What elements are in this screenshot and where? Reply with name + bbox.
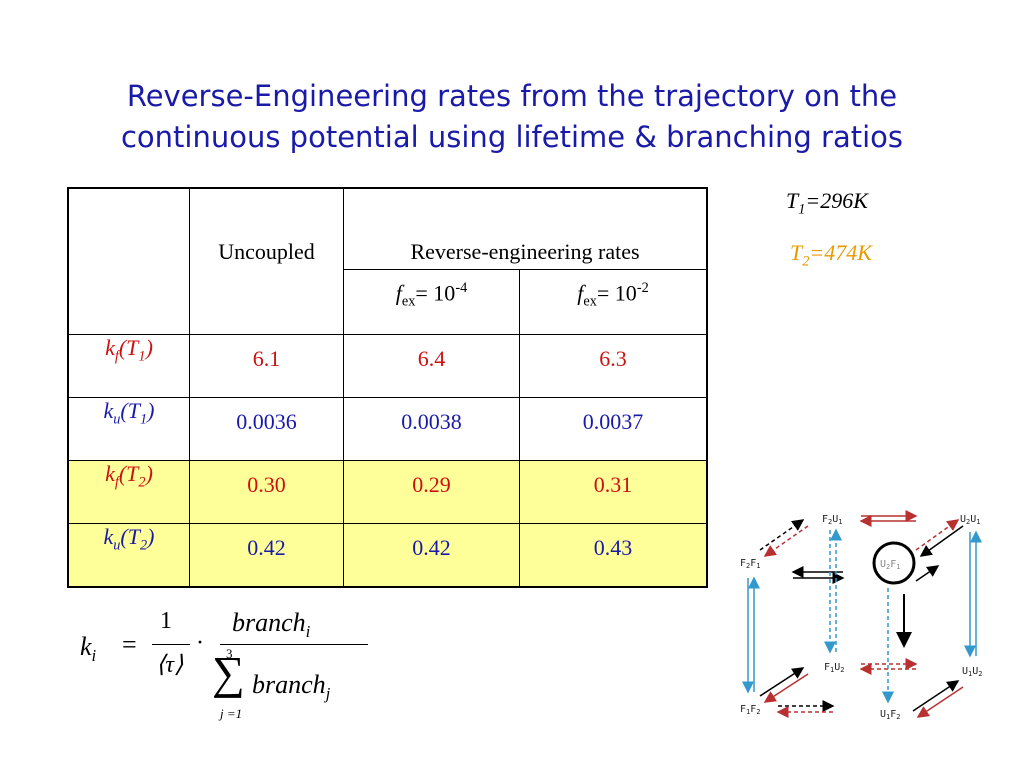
cell-value: 0.42 <box>343 523 520 588</box>
slide-title: Reverse-Engineering rates from the traje… <box>0 76 1024 158</box>
table-row: ku(T1) 0.0036 0.0038 0.0037 <box>67 397 708 461</box>
cell-value: 0.0036 <box>189 397 344 461</box>
node-f2u1: F2U1 <box>822 514 843 526</box>
state-cube-diagram: F2U1 U2U1 F2F1 U2F1 F1U2 U1U2 F1F2 U1F2 <box>740 510 983 721</box>
sum-lower-limit: j =1 <box>220 706 243 721</box>
sum-upper-limit: 3 <box>226 646 233 661</box>
arrow-red <box>763 673 809 703</box>
row-label-kf-t2: kf(T2) <box>67 460 190 524</box>
cell-value: 6.3 <box>519 334 708 398</box>
row-label-ku-t2: ku(T2) <box>67 523 190 588</box>
header-fex-1e-2: fex= 10-2 <box>519 269 708 335</box>
table-row: kf(T2) 0.30 0.29 0.31 <box>67 460 708 524</box>
arrow-black <box>915 565 940 582</box>
corner-cell <box>67 187 190 335</box>
title-line-1: Reverse-Engineering rates from the traje… <box>126 79 898 113</box>
formula-numerator: branchi <box>232 608 311 642</box>
formula-equals: = <box>122 630 137 659</box>
row-label-ku-t1: ku(T1) <box>67 397 190 461</box>
formula-tau: ⟨τ⟩ <box>156 652 184 678</box>
row-label-kf-t1: kf(T1) <box>67 334 190 398</box>
node-u1f2: U1F2 <box>880 709 901 721</box>
cell-value: 6.1 <box>189 334 344 398</box>
cell-value: 0.0037 <box>519 397 708 461</box>
arrow-black <box>759 519 805 551</box>
formula-denominator: branchj <box>252 670 331 704</box>
fraction-bar <box>220 644 368 645</box>
cell-value: 0.31 <box>519 460 708 524</box>
sum-sign: ∑ <box>212 647 245 698</box>
node-u2f1: U2F1 <box>880 559 901 571</box>
header-fex-1e-4: fex= 10-4 <box>343 269 520 335</box>
header-uncoupled: Uncoupled <box>189 187 344 335</box>
node-f2f1: F2F1 <box>740 558 761 570</box>
title-line-2: continuous potential using lifetime & br… <box>120 120 904 154</box>
formula-dot: · <box>196 630 204 656</box>
node-u2u1: U2U1 <box>960 514 981 526</box>
highlight-circle <box>872 541 916 585</box>
node-f1u2: F1U2 <box>824 662 845 674</box>
header-reverse-engineering: Reverse-engineering rates <box>343 187 708 270</box>
formula-one: 1 <box>160 608 172 634</box>
cell-value: 0.30 <box>189 460 344 524</box>
table-row: kf(T1) 6.1 6.4 6.3 <box>67 334 708 398</box>
cell-value: 0.42 <box>189 523 344 588</box>
rate-formula: ki = 1 ⟨τ⟩ · branchi 3 ∑ j =1 branchj <box>80 606 380 736</box>
temperature-t1: T1=296K <box>786 188 868 218</box>
arrow-black <box>912 680 960 712</box>
cell-value: 6.4 <box>343 334 520 398</box>
cell-value: 0.43 <box>519 523 708 588</box>
arrow-red <box>916 686 964 718</box>
fraction-bar <box>152 644 190 645</box>
table-row: ku(T2) 0.42 0.42 0.43 <box>67 523 708 588</box>
node-f1f2: F1F2 <box>740 704 761 716</box>
formula-k: ki <box>80 632 97 666</box>
cell-value: 0.0038 <box>343 397 520 461</box>
temperature-t2: T2=474K <box>790 240 872 270</box>
arrow-red <box>763 525 809 557</box>
arrow-red <box>915 519 960 551</box>
node-u1u2: U1U2 <box>962 666 983 678</box>
rates-table: Uncoupled Reverse-engineering rates fex=… <box>67 187 708 588</box>
cell-value: 0.29 <box>343 460 520 524</box>
arrow-black <box>919 525 964 557</box>
